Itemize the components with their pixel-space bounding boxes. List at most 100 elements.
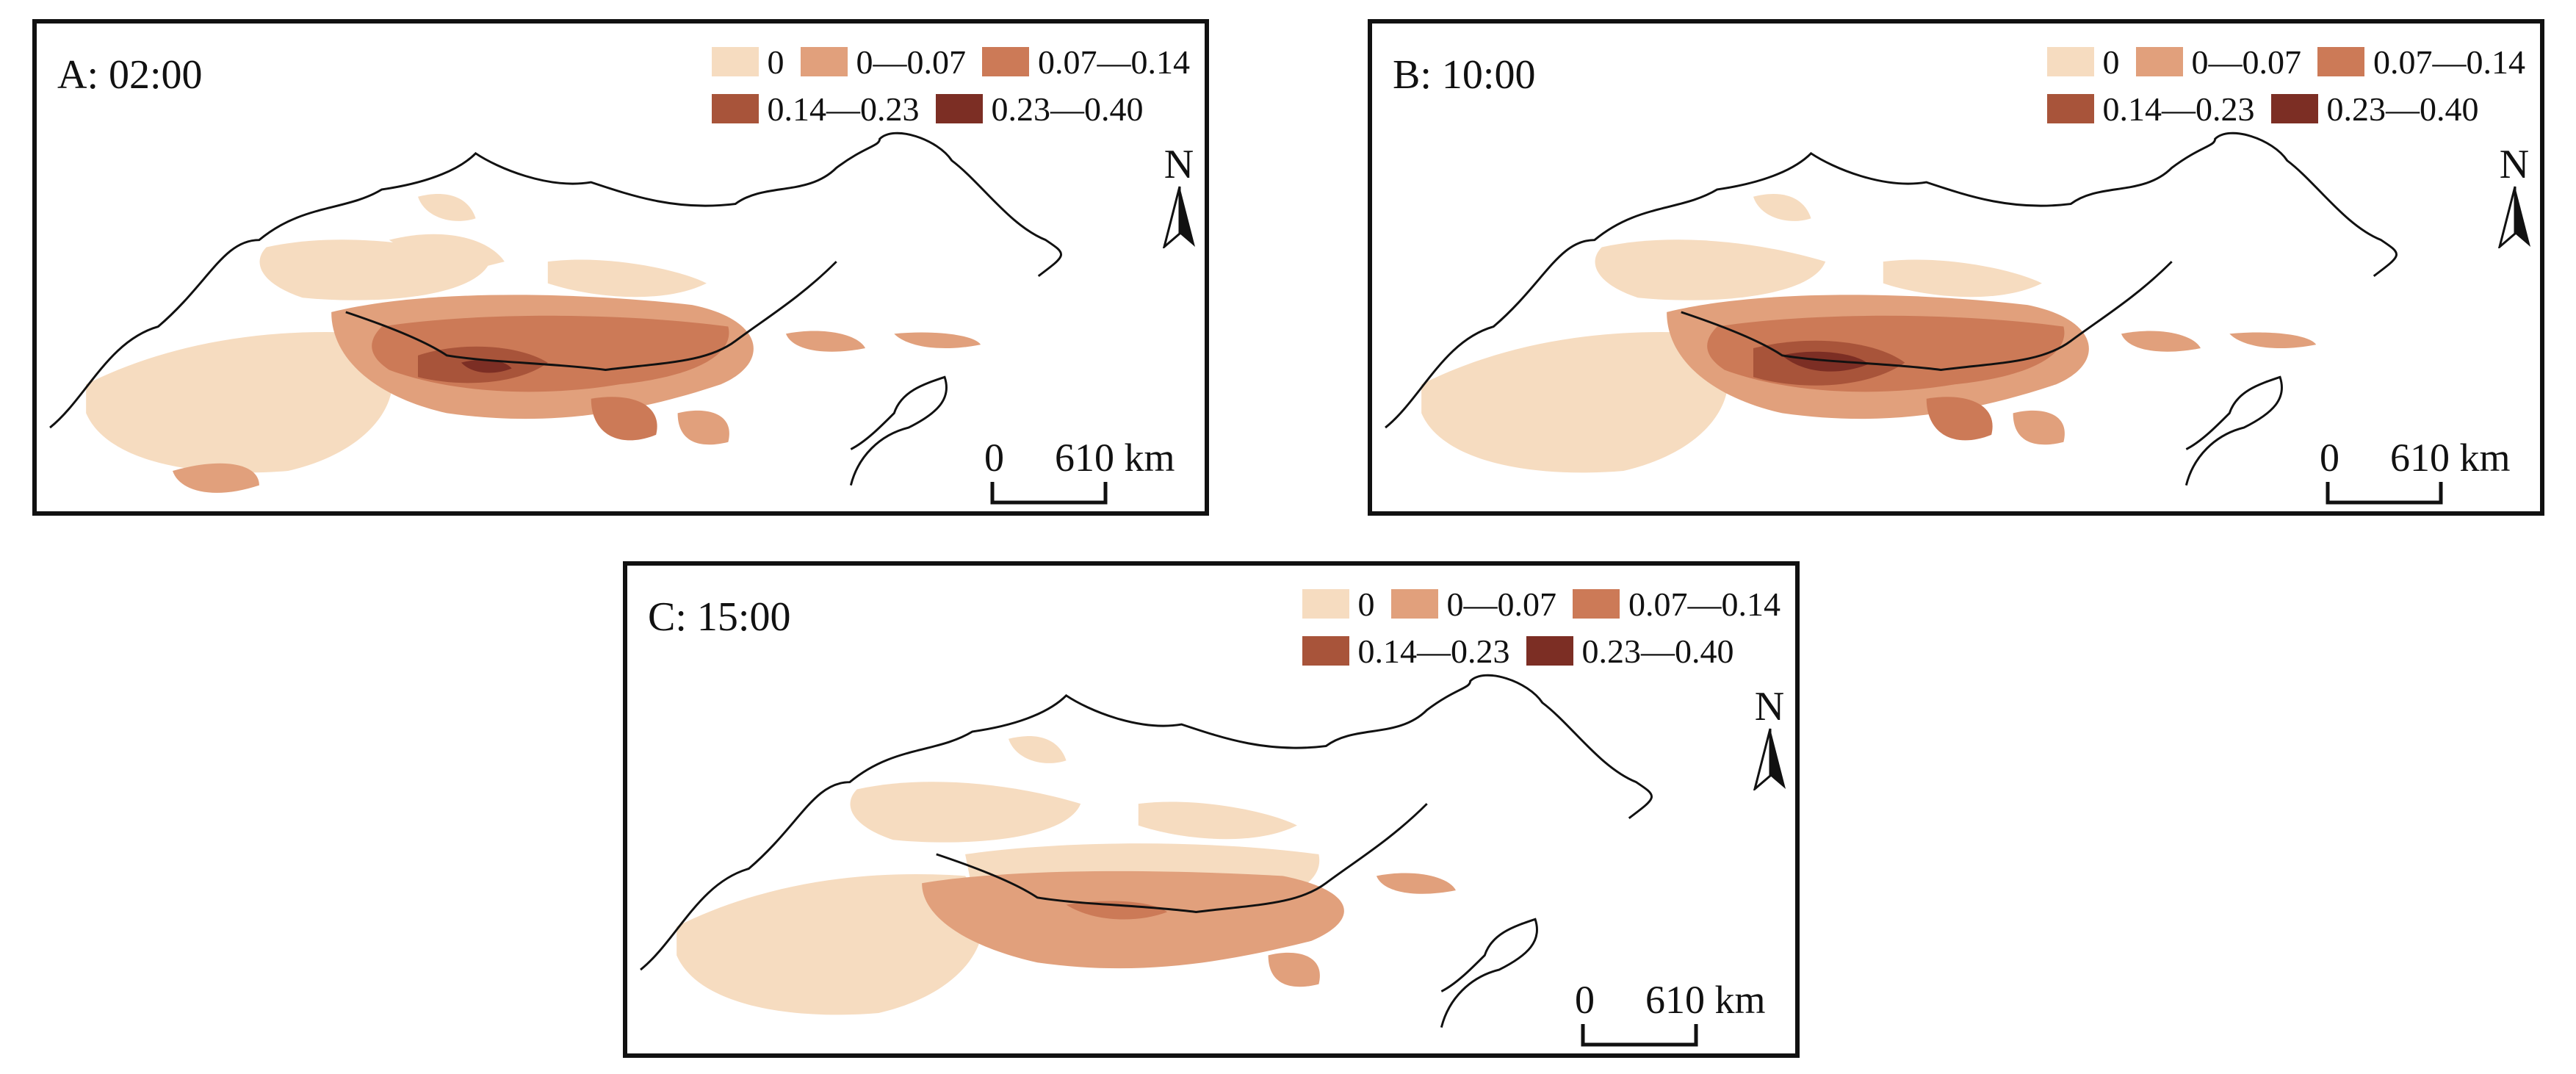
region-class-1 bbox=[677, 410, 729, 445]
legend-item: 0.07—0.14 bbox=[2317, 43, 2525, 82]
legend-item: 0—0.07 bbox=[800, 43, 967, 82]
scale-distance: 610 km bbox=[2390, 436, 2511, 480]
legend-label: 0.23—0.40 bbox=[991, 90, 1144, 128]
legend: 0 0—0.07 0.07—0.14 0.14—0.23 0.23—0.40 bbox=[1286, 580, 1781, 674]
legend-item: 0—0.07 bbox=[1390, 585, 1557, 624]
legend-swatch bbox=[1302, 589, 1349, 619]
legend-label: 0—0.07 bbox=[856, 43, 967, 81]
legend-label: 0 bbox=[1357, 585, 1375, 623]
map-a bbox=[49, 131, 1062, 493]
north-arrow-icon: N bbox=[2489, 141, 2540, 251]
legend-swatch bbox=[982, 47, 1029, 76]
legend-item: 0.23—0.40 bbox=[1526, 632, 1734, 671]
legend-swatch bbox=[711, 47, 759, 76]
region-class-1 bbox=[1376, 873, 1456, 894]
legend-item: 0.14—0.23 bbox=[1302, 632, 1510, 671]
country-boundary bbox=[640, 674, 1653, 971]
scale-bar: 0 610 km bbox=[1575, 977, 1788, 1053]
legend: 0 0—0.07 0.07—0.14 0.14—0.23 0.23—0.40 bbox=[696, 38, 1190, 132]
legend-label: 0.23—0.40 bbox=[1581, 632, 1734, 670]
region-class-0 bbox=[547, 259, 707, 298]
legend-swatch bbox=[1390, 589, 1438, 619]
map-body bbox=[49, 131, 1062, 493]
north-arrow-icon: N bbox=[1744, 683, 1795, 793]
legend-swatch bbox=[1302, 636, 1349, 666]
scale-bar: 0 610 km bbox=[2320, 435, 2533, 511]
region-class-0 bbox=[850, 782, 1081, 843]
region-class-0 bbox=[1138, 801, 1297, 840]
region-class-0 bbox=[1008, 736, 1067, 763]
legend-label: 0.14—0.23 bbox=[767, 90, 920, 128]
legend-swatch bbox=[2135, 47, 2183, 76]
province-boundary bbox=[345, 261, 837, 371]
legend-label: 0.14—0.23 bbox=[1357, 632, 1510, 670]
map-body bbox=[1385, 131, 2398, 486]
region-class-0 bbox=[1753, 194, 1811, 221]
legend-item: 0.23—0.40 bbox=[935, 90, 1144, 129]
region-class-0 bbox=[1595, 239, 1826, 300]
map-panel-c: C: 15:00 0 0—0.07 0.07—0.14 0.14—0.23 0.… bbox=[623, 561, 1800, 1058]
coastline bbox=[1440, 918, 1538, 1028]
region-class-0 bbox=[1421, 331, 1728, 473]
legend-label: 0.07—0.14 bbox=[1628, 585, 1781, 623]
legend-swatch bbox=[711, 94, 759, 123]
legend-swatch bbox=[1526, 636, 1573, 666]
region-class-1 bbox=[785, 331, 865, 352]
legend-swatch bbox=[2046, 47, 2094, 76]
north-label: N bbox=[2499, 142, 2530, 187]
province-boundary bbox=[1681, 261, 2173, 371]
scale-distance: 610 km bbox=[1055, 436, 1175, 480]
legend-item: 0.07—0.14 bbox=[1573, 585, 1781, 624]
legend-label: 0.14—0.23 bbox=[2102, 90, 2255, 128]
map-panel-b: B: 10:00 0 0—0.07 0.07—0.14 0.14—0.23 0.… bbox=[1368, 19, 2544, 516]
legend-item: 0 bbox=[2046, 43, 2120, 82]
legend-label: 0 bbox=[767, 43, 784, 81]
legend-item: 0.14—0.23 bbox=[711, 90, 920, 129]
legend-item: 0—0.07 bbox=[2135, 43, 2302, 82]
region-class-2 bbox=[1066, 901, 1168, 920]
legend-swatch bbox=[935, 94, 983, 123]
region-class-4 bbox=[1782, 351, 1869, 372]
legend-label: 0—0.07 bbox=[2191, 43, 2302, 81]
legend-item: 0 bbox=[711, 43, 784, 82]
region-class-1 bbox=[922, 871, 1344, 969]
legend: 0 0—0.07 0.07—0.14 0.14—0.23 0.23—0.40 bbox=[2031, 38, 2525, 132]
region-class-0 bbox=[143, 422, 224, 464]
legend-item: 0 bbox=[1302, 585, 1375, 624]
province-boundary bbox=[936, 803, 1428, 913]
region-class-4 bbox=[461, 359, 512, 373]
map-panel-a: A: 02:00 0 0—0.07 0.07—0.14 0.14—0.23 0.… bbox=[32, 19, 1209, 516]
country-boundary bbox=[1385, 131, 2398, 429]
scale-distance: 610 km bbox=[1645, 978, 1766, 1022]
region-class-1 bbox=[1268, 952, 1320, 987]
panel-label: C: 15:00 bbox=[648, 594, 791, 640]
region-class-0 bbox=[389, 234, 505, 276]
region-class-0 bbox=[417, 194, 476, 221]
region-class-1 bbox=[894, 332, 981, 349]
legend-label: 0.07—0.14 bbox=[2373, 43, 2525, 81]
country-boundary bbox=[49, 131, 1062, 429]
map-body bbox=[640, 674, 1653, 1028]
north-label: N bbox=[1754, 684, 1785, 729]
region-class-1 bbox=[173, 463, 259, 493]
region-class-1 bbox=[2229, 332, 2317, 349]
region-class-0 bbox=[677, 873, 984, 1015]
legend-swatch bbox=[800, 47, 848, 76]
coastline bbox=[849, 375, 948, 486]
north-arrow-icon: N bbox=[1153, 141, 1205, 251]
scale-zero: 0 bbox=[1575, 978, 1595, 1022]
region-class-1 bbox=[2121, 331, 2201, 352]
legend-swatch bbox=[2270, 94, 2318, 123]
legend-label: 0 bbox=[2102, 43, 2120, 81]
panel-label: B: 10:00 bbox=[1393, 52, 1536, 98]
map-c bbox=[640, 674, 1653, 1028]
legend-item: 0.14—0.23 bbox=[2046, 90, 2255, 129]
region-class-0 bbox=[1883, 259, 2042, 298]
legend-swatch bbox=[1573, 589, 1620, 619]
region-class-2 bbox=[591, 397, 657, 441]
legend-swatch bbox=[2046, 94, 2094, 123]
panel-label: A: 02:00 bbox=[57, 52, 203, 98]
legend-label: 0—0.07 bbox=[1446, 585, 1557, 623]
scale-zero: 0 bbox=[2320, 436, 2339, 480]
region-class-2 bbox=[1926, 397, 1993, 441]
